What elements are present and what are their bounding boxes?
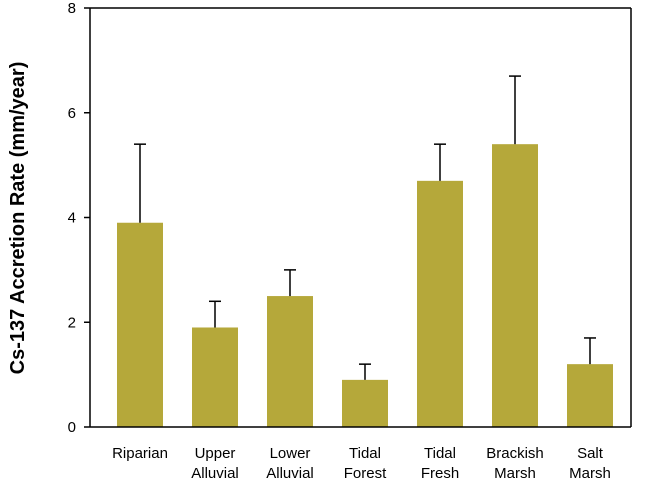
bar: [567, 364, 613, 427]
x-tick-label: Tidal: [349, 445, 381, 462]
bar: [192, 327, 238, 427]
bar: [342, 379, 388, 427]
axes-layer: [84, 7, 632, 428]
x-tick-label: Brackish: [486, 445, 544, 462]
x-tick-label: Upper: [195, 445, 236, 462]
bar: [267, 296, 313, 427]
x-tick-label: Alluvial: [191, 465, 239, 482]
x-tick-label: Marsh: [569, 465, 611, 482]
y-tick-label: 6: [68, 105, 76, 122]
bar: [117, 222, 163, 427]
x-tick-label: Marsh: [494, 465, 536, 482]
x-tick-label: Salt: [577, 445, 604, 462]
x-tick-label: Tidal: [424, 445, 456, 462]
x-tick-label: Alluvial: [266, 465, 314, 482]
error-bars-layer: [134, 75, 596, 380]
bar: [417, 180, 463, 427]
labels-layer: Riparian Upper Alluvial Lower Alluvial Tidal F…: [68, 0, 611, 482]
y-axis-title: Cs-137 Accretion Rate (mm/year): [7, 62, 29, 375]
x-tick-label: Lower: [270, 445, 311, 462]
x-tick-label: Forest: [344, 465, 387, 482]
x-tick-label: Riparian: [112, 445, 168, 462]
y-tick-label: 0: [68, 419, 76, 436]
y-tick-label: 4: [68, 210, 76, 227]
y-tick-label: 2: [68, 314, 76, 331]
bars-layer: [117, 144, 613, 428]
y-tick-label: 8: [68, 0, 76, 17]
x-tick-label: Fresh: [421, 465, 459, 482]
bar: [492, 144, 538, 428]
